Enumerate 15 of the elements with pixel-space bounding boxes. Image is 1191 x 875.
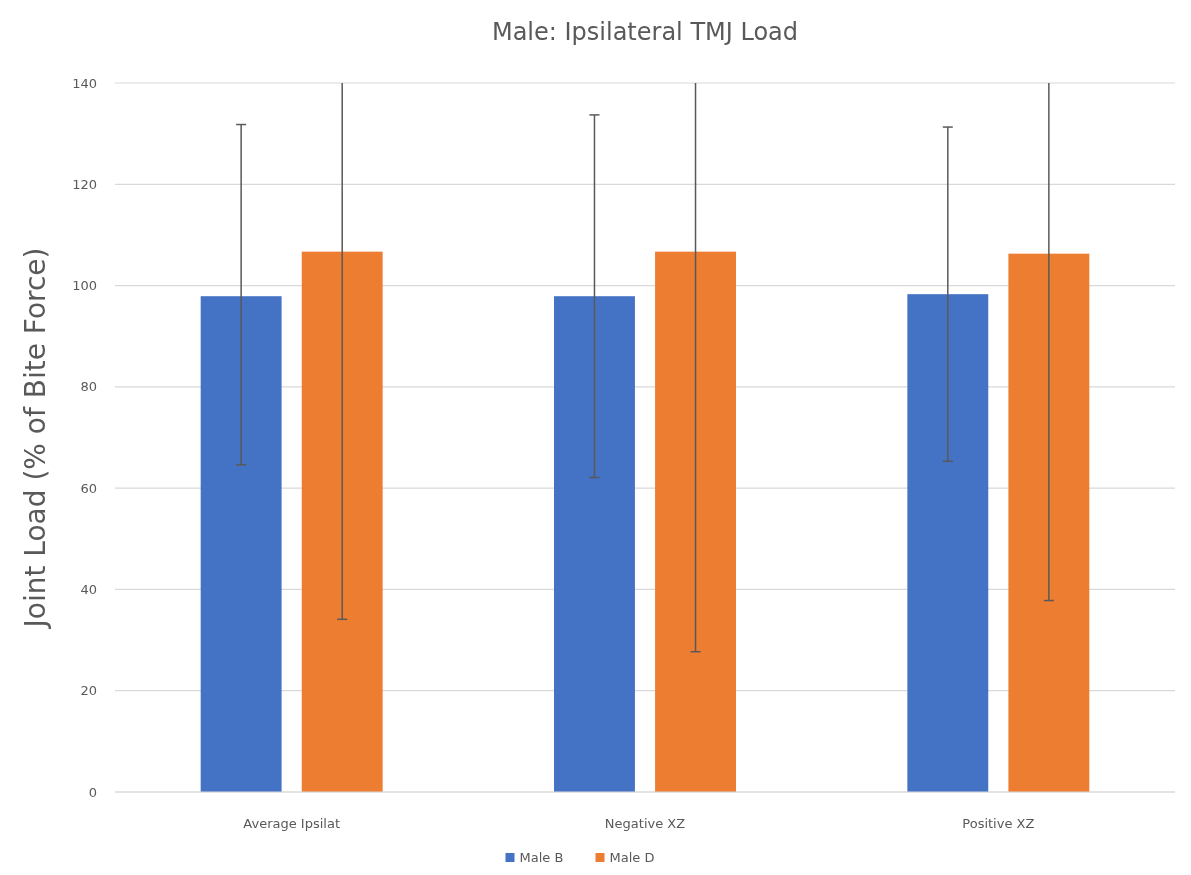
y-tick-label: 80 bbox=[80, 379, 97, 395]
x-tick-label: Negative XZ bbox=[604, 816, 686, 831]
x-tick-label: Positive XZ bbox=[962, 816, 1035, 831]
legend-label: Male B bbox=[519, 849, 564, 865]
y-axis-title: Joint Load (% of Bite Force) bbox=[19, 247, 52, 630]
y-tick-label: 100 bbox=[72, 278, 97, 294]
y-tick-label: 40 bbox=[80, 581, 97, 597]
y-tick-label: 0 bbox=[88, 784, 97, 800]
y-tick-label: 20 bbox=[80, 683, 97, 699]
x-tick-label: Average Ipsilat bbox=[243, 816, 340, 831]
legend-label: Male D bbox=[609, 849, 655, 865]
y-tick-label: 60 bbox=[80, 480, 97, 496]
y-tick-label: 140 bbox=[72, 75, 97, 91]
chart-title: Male: Ipsilateral TMJ Load bbox=[491, 18, 799, 46]
y-tick-label: 120 bbox=[72, 176, 97, 192]
